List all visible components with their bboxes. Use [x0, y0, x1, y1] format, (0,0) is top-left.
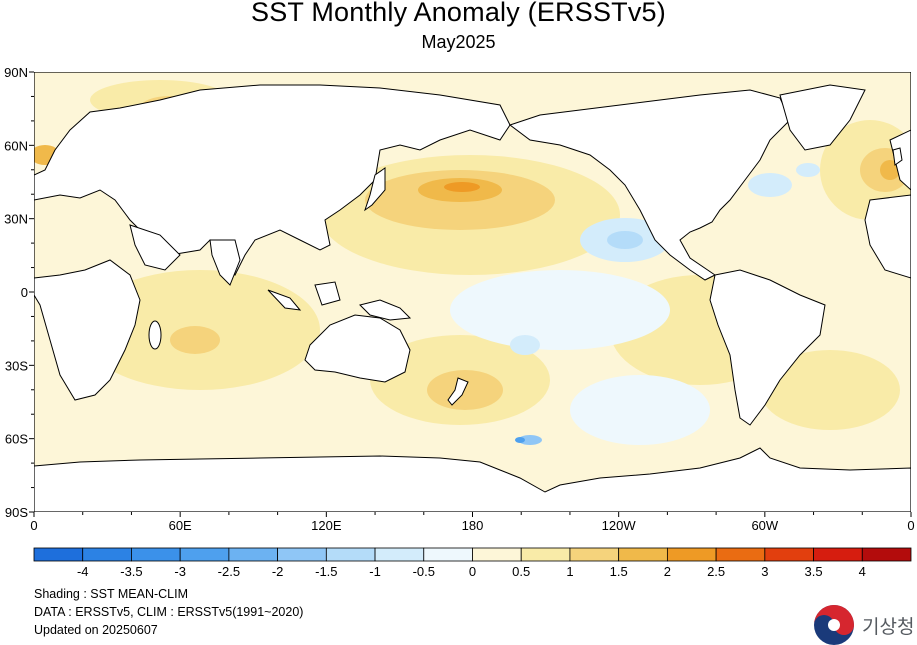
anomaly-patch — [748, 173, 792, 197]
lon-tick-label: 0 — [30, 518, 37, 533]
lat-tick-label: 0 — [21, 285, 28, 300]
lat-tick-label: 30N — [4, 212, 28, 227]
kma-logo-text: 기상청 — [862, 616, 915, 638]
anomaly-patch — [515, 437, 525, 443]
lon-tick-label: 180 — [462, 518, 484, 533]
west-africa-landmass — [864, 194, 911, 279]
colorbar-swatch — [764, 547, 814, 562]
colorbar-swatch — [569, 547, 620, 562]
greenland-landmass — [779, 84, 866, 151]
colorbar-swatch — [813, 547, 863, 562]
antarctica-landmass — [34, 447, 911, 512]
footnote-updated: Updated on 20250607 — [34, 623, 158, 637]
colorbar-label: 2.5 — [707, 564, 725, 579]
colorbar-swatch — [861, 547, 912, 562]
colorbar-swatch — [423, 547, 473, 562]
colorbar-label: -4 — [77, 564, 89, 579]
colorbar-swatch — [374, 547, 425, 562]
colorbar-swatch — [228, 547, 279, 562]
colorbar-swatch — [131, 547, 181, 562]
colorbar-swatch — [715, 547, 766, 562]
colorbar-label: 0 — [469, 564, 476, 579]
colorbar-swatch — [179, 547, 230, 562]
anomaly-patch — [760, 350, 900, 430]
anomaly-patch — [518, 435, 542, 445]
anomaly-patch — [796, 163, 820, 177]
plot-area — [34, 72, 911, 512]
anomaly-patch — [427, 370, 503, 410]
colorbar-label: -2.5 — [218, 564, 240, 579]
india-landmass — [209, 239, 241, 286]
colorbar-swatch — [325, 547, 376, 562]
map-title: SST Monthly Anomaly (ERSSTv5) — [251, 0, 666, 27]
japan-landmass — [364, 167, 386, 212]
borneo-landmass — [314, 281, 341, 306]
lon-tick-label: 60E — [169, 518, 192, 533]
colorbar-label: -3.5 — [120, 564, 142, 579]
colorbar-swatch — [520, 547, 571, 562]
colorbar-label: -1 — [369, 564, 381, 579]
colorbar-label: -3 — [174, 564, 186, 579]
lon-tick-label: 0 — [907, 518, 914, 533]
colorbar-swatch — [618, 547, 668, 562]
footnote-shading: Shading : SST MEAN-CLIM — [34, 587, 188, 601]
kma-logo-icon — [814, 605, 854, 645]
anomaly-patch — [510, 335, 540, 355]
colorbar-swatch — [82, 547, 132, 562]
colorbar: -4 -3.5 -3 -2.5 -2 -1.5 -1 -0.5 0 0.5 1 1.5 2 2.5 3 3.5… — [33, 547, 912, 579]
lat-tick-label: 90N — [4, 65, 28, 80]
colorbar-label: 3.5 — [805, 564, 823, 579]
lon-tick-label: 120E — [311, 518, 342, 533]
lat-tick-label: 90S — [5, 505, 28, 520]
lon-tick-label: 60W — [751, 518, 778, 533]
colorbar-label: 1 — [566, 564, 573, 579]
new-guinea-landmass — [359, 299, 412, 321]
africa-landmass — [34, 259, 141, 401]
colorbar-label: -0.5 — [413, 564, 435, 579]
colorbar-label: 1.5 — [610, 564, 628, 579]
anomaly-patch — [450, 270, 670, 350]
australia-landmass — [304, 314, 411, 383]
colorbar-label: -1.5 — [315, 564, 337, 579]
new-zealand-landmass — [447, 377, 469, 406]
colorbar-label: 4 — [859, 564, 866, 579]
land-masses — [34, 84, 911, 426]
colorbar-swatch — [277, 547, 327, 562]
colorbar-label: 0.5 — [512, 564, 530, 579]
colorbar-swatch — [666, 547, 717, 562]
colorbar-label: 3 — [761, 564, 768, 579]
colorbar-swatch — [472, 547, 522, 562]
anomaly-patch — [570, 375, 710, 445]
lon-tick-label: 120W — [602, 518, 637, 533]
colorbar-label: -2 — [272, 564, 284, 579]
anomaly-patch — [607, 231, 643, 249]
map-subtitle: May2025 — [421, 32, 496, 52]
anomaly-patch — [170, 326, 220, 354]
madagascar-landmass — [148, 320, 162, 350]
lat-tick-label: 60N — [4, 138, 28, 153]
colorbar-label: 2 — [664, 564, 671, 579]
lat-tick-label: 30S — [5, 358, 28, 373]
colorbar-swatch — [33, 547, 84, 562]
footnote-data-source: DATA : ERSSTv5, CLIM : ERSSTv5(1991~2020… — [34, 605, 304, 619]
anomaly-patch — [444, 182, 480, 192]
north-america-landmass — [508, 89, 791, 281]
sumatra-landmass — [267, 289, 302, 311]
south-america-landmass — [709, 269, 826, 426]
lat-tick-label: 60S — [5, 432, 28, 447]
uk-landmass — [892, 147, 903, 166]
arabia-landmass — [129, 224, 181, 271]
